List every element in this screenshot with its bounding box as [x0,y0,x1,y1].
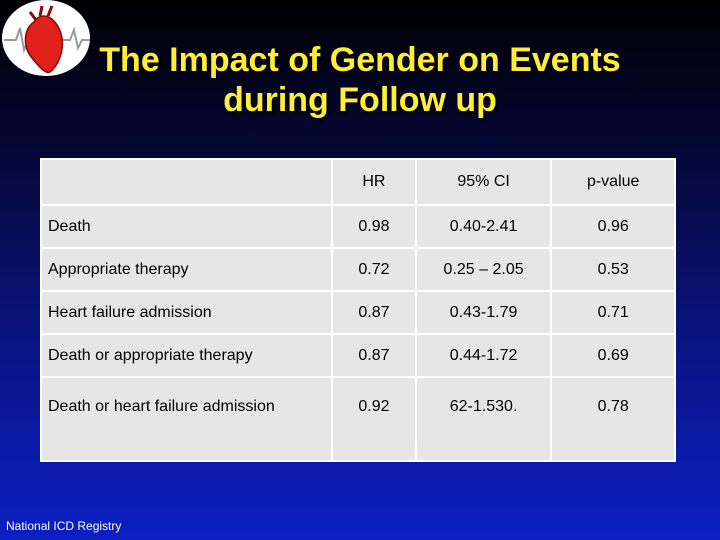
heart-logo-icon [2,0,90,76]
p-value: 0.71 [552,292,674,333]
p-value: 0.96 [552,206,674,247]
table-row: Death or appropriate therapy 0.87 0.44-1… [42,335,674,376]
table-row: Heart failure admission 0.87 0.43-1.79 0… [42,292,674,333]
p-value: 0.53 [552,249,674,290]
header-pvalue: p-value [552,160,674,204]
row-label: Death or appropriate therapy [42,335,332,376]
row-label: Appropriate therapy [42,249,332,290]
row-label: Heart failure admission [42,292,332,333]
footer-registry: National ICD Registry [6,519,122,533]
ci-value: 0.44-1.72 [416,335,551,376]
ci-value: 0.40-2.41 [416,206,551,247]
header-row: HR 95% CI p-value [42,160,674,204]
table-row: Death 0.98 0.40-2.41 0.96 [42,206,674,247]
table-row: Death or heart failure admission 0.92 62… [42,378,674,460]
hr-value: 0.72 [333,249,415,290]
title-line-2: during Follow up [223,81,497,119]
hr-value: 0.98 [333,206,415,247]
row-label: Death [42,206,332,247]
header-cell-empty [42,160,332,204]
row-label: Death or heart failure admission [42,378,332,460]
header-ci: 95% CI [416,160,551,204]
p-value: 0.69 [552,335,674,376]
hr-value: 0.92 [333,378,415,460]
header-hr: HR [333,160,415,204]
hr-value: 0.87 [333,335,415,376]
slide-title: The Impact of Gender on Events during Fo… [60,40,660,120]
ci-value: 0.25 – 2.05 [416,249,551,290]
hr-value: 0.87 [333,292,415,333]
p-value: 0.78 [552,378,674,460]
ci-value: 0.43-1.79 [416,292,551,333]
ci-value: 62-1.530. [416,378,551,460]
title-line-1: The Impact of Gender on Events [99,41,621,79]
table-row: Appropriate therapy 0.72 0.25 – 2.05 0.5… [42,249,674,290]
results-table: HR 95% CI p-value Death 0.98 0.40-2.41 0… [40,158,676,462]
